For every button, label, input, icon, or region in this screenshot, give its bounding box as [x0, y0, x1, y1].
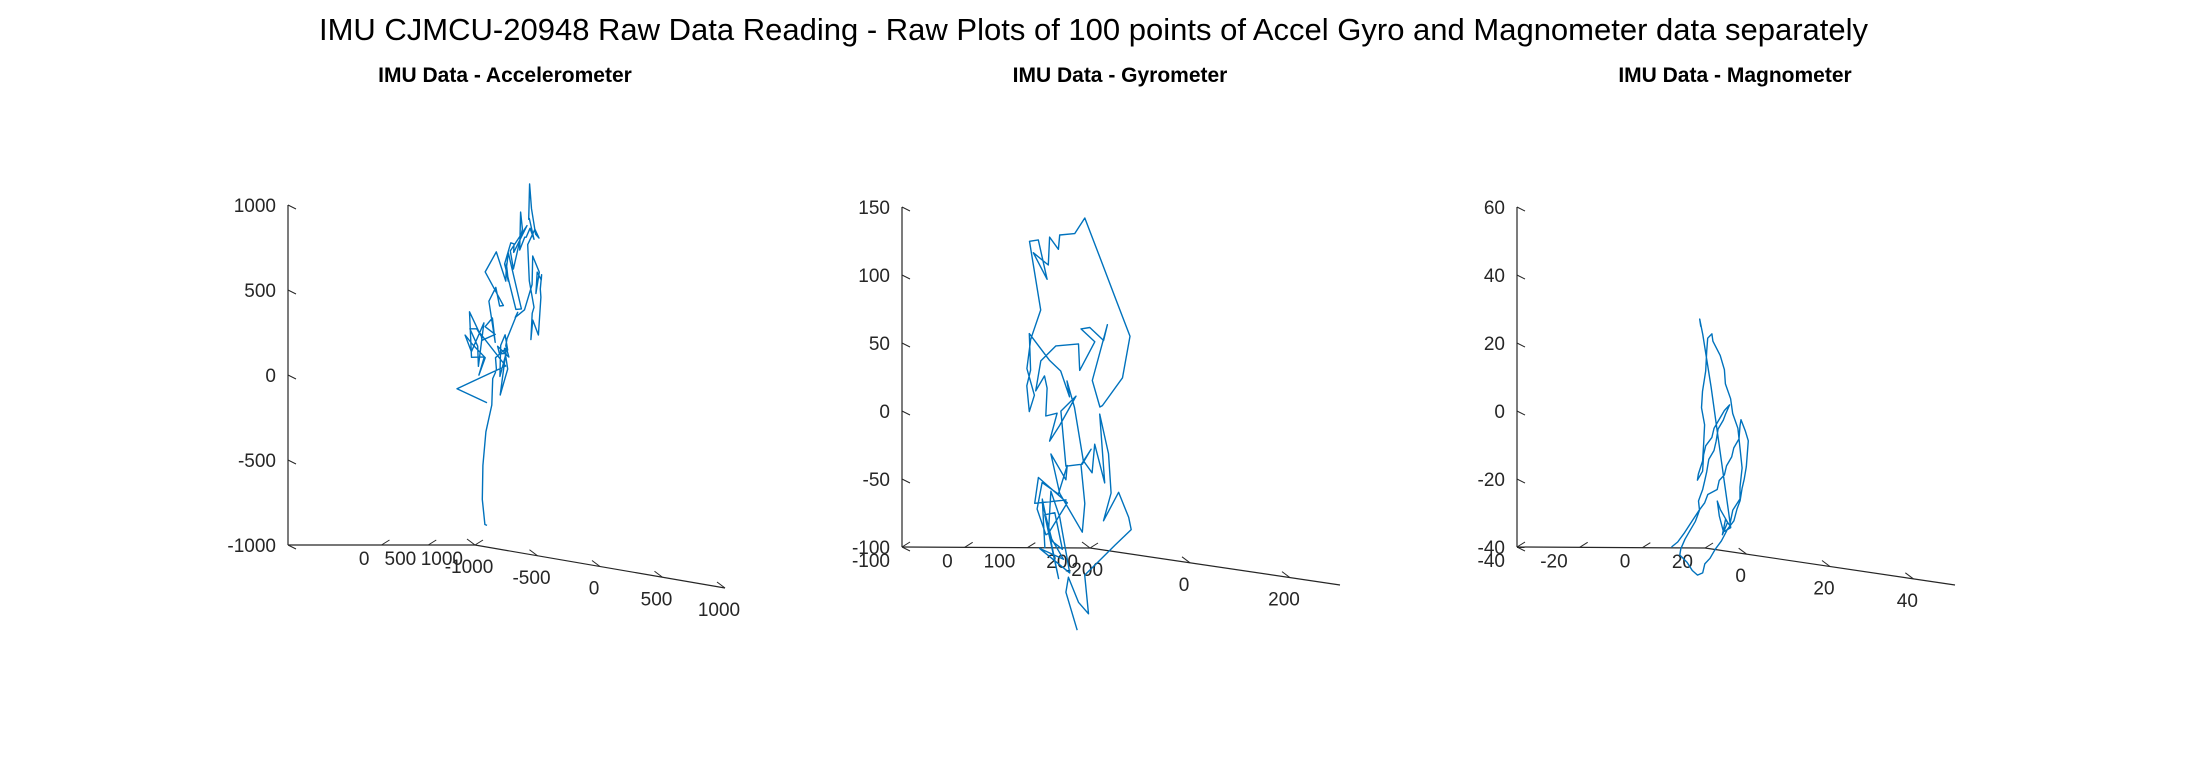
x-tick-label: 0 [1179, 575, 1190, 596]
x-tick [1821, 560, 1831, 567]
figure-title: IMU CJMCU-20948 Raw Data Reading - Raw P… [318, 12, 1869, 47]
y-tick-label: 0 [1620, 552, 1631, 573]
data-series-line [1026, 217, 1132, 631]
y-tick [1516, 541, 1526, 548]
subplot-accelerometer: IMU Data - Accelerometer-1000-5000500100… [227, 64, 740, 621]
y-tick-label: 1000 [421, 549, 463, 570]
x-tick-label: 200 [1268, 590, 1300, 611]
z-tick-label: -100 [852, 538, 890, 559]
y-tick [964, 541, 973, 548]
x-tick [1738, 547, 1747, 555]
y-tick-label: 500 [385, 549, 417, 570]
z-tick [1516, 410, 1526, 416]
subplot-title: IMU Data - Magnometer [1618, 64, 1851, 87]
x-tick [654, 570, 663, 578]
x-tick-label: 40 [1897, 591, 1918, 612]
x-tick [1181, 556, 1191, 564]
y-tick [1704, 542, 1714, 549]
z-tick [287, 374, 297, 380]
x-tick-label: 1000 [698, 600, 740, 621]
z-tick-label: -1000 [227, 536, 276, 557]
x-tick [1081, 541, 1091, 549]
data-series-line [456, 183, 543, 527]
y-tick [427, 539, 437, 546]
z-tick-label: 100 [858, 266, 890, 287]
y-axis-line [1516, 546, 1706, 549]
z-tick-label: 1000 [234, 196, 276, 217]
x-tick-label: 0 [1735, 566, 1746, 587]
z-tick [1516, 478, 1526, 484]
y-tick [1089, 542, 1099, 549]
y-tick [1642, 542, 1651, 549]
z-tick [1516, 274, 1526, 280]
subplot-title: IMU Data - Gyrometer [1013, 64, 1228, 87]
y-tick-label: 0 [942, 551, 953, 572]
z-tick-label: -20 [1478, 470, 1505, 491]
x-tick-label: -1000 [445, 557, 494, 578]
y-tick-label: -20 [1540, 551, 1567, 572]
z-tick [287, 459, 297, 465]
z-tick [1516, 206, 1526, 212]
x-tick-label: 20 [1813, 579, 1834, 600]
x-tick [1905, 572, 1914, 580]
z-tick [901, 206, 911, 212]
z-tick [1516, 342, 1526, 348]
x-tick-label: 0 [589, 579, 600, 600]
z-tick-label: -40 [1478, 538, 1505, 559]
z-tick-label: 60 [1484, 198, 1505, 219]
x-tick [1281, 571, 1291, 578]
y-tick-label: -40 [1478, 551, 1505, 572]
x-tick [716, 581, 726, 589]
z-tick [1516, 546, 1526, 552]
z-tick-label: 0 [1494, 402, 1505, 423]
y-tick-label: 20 [1672, 552, 1693, 573]
z-tick [901, 478, 911, 484]
z-tick [287, 544, 297, 550]
z-tick-label: 500 [244, 281, 276, 302]
z-tick [287, 289, 297, 295]
subplot-title: IMU Data - Accelerometer [378, 64, 632, 87]
y-tick [474, 539, 484, 546]
z-tick-label: 20 [1484, 334, 1505, 355]
z-tick [901, 342, 911, 348]
y-tick-label: -100 [852, 551, 890, 572]
z-tick-label: -500 [238, 451, 276, 472]
z-tick [901, 546, 911, 552]
x-tick [529, 549, 538, 557]
x-tick-label: -500 [512, 568, 550, 589]
x-tick [466, 538, 476, 546]
x-tick [591, 560, 601, 567]
y-tick [1027, 542, 1036, 549]
z-tick-label: -50 [863, 470, 890, 491]
y-tick [901, 541, 911, 548]
z-tick [901, 274, 911, 280]
z-tick [901, 410, 911, 416]
z-tick-label: 0 [265, 366, 276, 387]
y-axis-line [901, 546, 1091, 549]
x-tick-label: -200 [1065, 560, 1103, 581]
z-tick [287, 204, 297, 210]
y-tick-label: 200 [1046, 552, 1078, 573]
subplot-gyrometer: IMU Data - Gyrometer -200 0 200 -100 0 100 200 -… [852, 64, 1341, 631]
data-series-line [1671, 318, 1750, 576]
z-tick-label: 0 [879, 402, 890, 423]
subplot-magnometer: IMU Data - Magnometer 0 20 40 -40 -20 0 20 -40 -2… [1478, 64, 1956, 612]
z-tick-label: 40 [1484, 266, 1505, 287]
z-tick-label: 50 [869, 334, 890, 355]
y-tick [381, 539, 390, 546]
x-axis-line [1089, 547, 1341, 586]
x-tick-label: 500 [641, 589, 673, 610]
y-tick [1579, 541, 1588, 548]
z-tick-label: 150 [858, 198, 890, 219]
y-tick-label: 100 [984, 552, 1016, 573]
y-tick-label: 0 [359, 549, 370, 570]
